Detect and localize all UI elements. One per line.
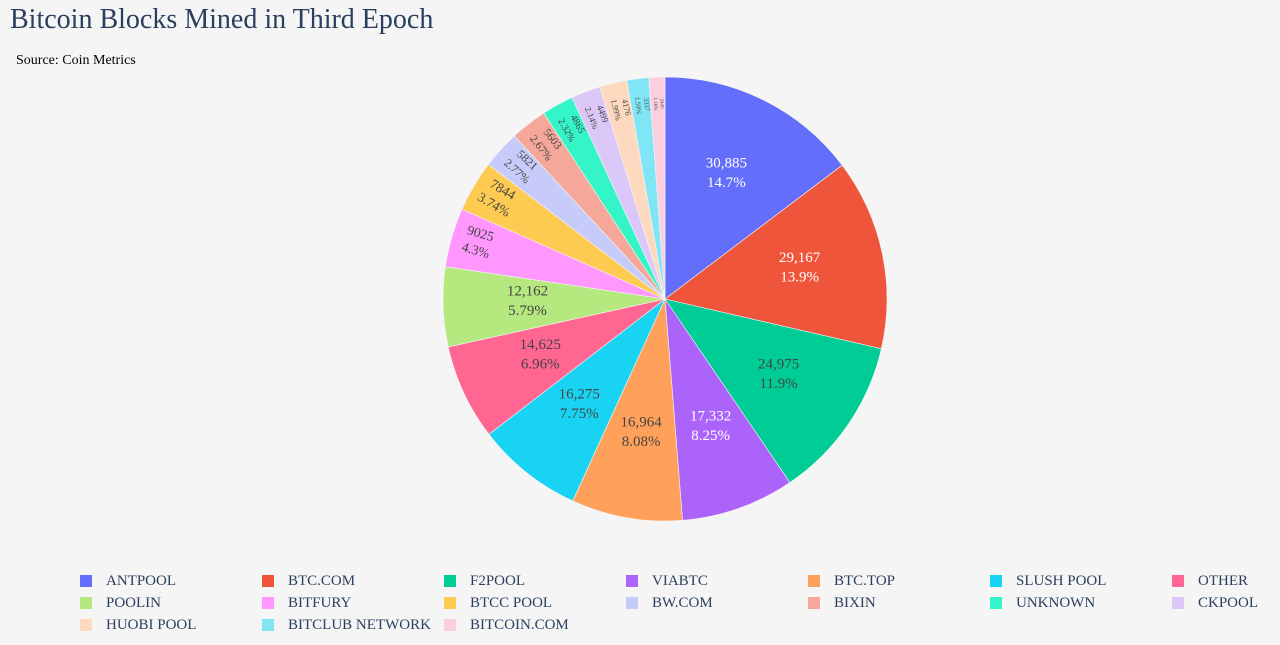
legend-swatch <box>990 597 1002 609</box>
legend-label: UNKNOWN <box>1016 594 1096 611</box>
slice-value-label: 14,625 <box>520 337 561 353</box>
slice-percent-label: 14.7% <box>707 175 746 191</box>
legend-swatch <box>808 597 820 609</box>
slice-label-f2pool: 24,975 11.9% <box>758 356 799 392</box>
legend-swatch <box>444 619 456 631</box>
pie-slice-bitcoin-com[interactable] <box>648 76 666 300</box>
legend-swatch <box>262 575 274 587</box>
slice-label-other: 14,625 6.96% <box>520 337 561 373</box>
legend-label: F2POOL <box>470 572 526 589</box>
legend-swatch <box>262 619 274 631</box>
pie-slice-antpool[interactable] <box>664 76 843 300</box>
legend-swatch <box>80 597 92 609</box>
legend-item-unknown[interactable]: UNKNOWN <box>990 594 1172 612</box>
legend-swatch <box>80 575 92 587</box>
legend-swatch <box>444 597 456 609</box>
legend-label: BITCLUB NETWORK <box>288 616 431 633</box>
legend-swatch <box>1172 597 1184 609</box>
slice-label-poolin: 12,162 5.79% <box>507 284 548 320</box>
legend-swatch <box>990 575 1002 587</box>
legend-swatch <box>80 619 92 631</box>
slice-percent-label: 1.59% <box>633 97 642 115</box>
pie-slice-slush-pool[interactable] <box>488 298 666 502</box>
slice-label-antpool: 30,885 14.7% <box>706 156 747 192</box>
legend-swatch <box>626 575 638 587</box>
chart-title: Bitcoin Blocks Mined in Third Epoch <box>10 4 434 35</box>
legend-item-bw-com[interactable]: BW.COM <box>626 594 808 612</box>
slice-label-btc-top: 16,964 8.08% <box>620 414 662 450</box>
slice-value-label: 4176 <box>620 98 633 116</box>
chart-subtitle: Source: Coin Metrics <box>16 53 136 68</box>
pie-slice-viabtc[interactable] <box>664 297 791 521</box>
legend-item-f2pool[interactable]: F2POOL <box>444 572 626 590</box>
legend-item-btc-top[interactable]: BTC.TOP <box>808 572 990 590</box>
legend-label: BITCOIN.COM <box>470 616 569 633</box>
legend-label: BW.COM <box>652 594 713 611</box>
legend-label: VIABTC <box>652 572 708 589</box>
legend-label: BTC.TOP <box>834 572 895 589</box>
slice-percent-label: 6.96% <box>521 356 560 372</box>
legend-swatch <box>444 575 456 587</box>
slice-percent-label: 5.79% <box>508 303 547 319</box>
legend-item-poolin[interactable]: POOLIN <box>80 594 262 612</box>
legend-item-bixin[interactable]: BIXIN <box>808 594 990 612</box>
legend-item-bitcoin-com[interactable]: BITCOIN.COM <box>444 616 626 634</box>
slice-percent-label: 8.25% <box>691 428 730 444</box>
legend-item-bitfury[interactable]: BITFURY <box>262 594 444 612</box>
pie-chart: 30,885 14.7% 29,167 13.9% 24,975 11.9% 17,332 8… <box>442 76 888 522</box>
legend: ANTPOOL BTC.COM F2POOL VIABTC BTC.TOP SLUSH P… <box>80 572 1270 634</box>
legend-label: BITFURY <box>288 594 352 611</box>
slice-percent-label: 7.75% <box>560 406 599 422</box>
slice-percent-label: 13.9% <box>780 270 819 286</box>
legend-item-ckpool[interactable]: CKPOOL <box>1172 594 1280 612</box>
slice-value-label: 17,332 <box>690 409 731 425</box>
legend-label: BTC.COM <box>288 572 356 589</box>
slice-value-label: 29,167 <box>779 250 821 266</box>
slice-value-label: 24,975 <box>758 356 799 372</box>
legend-label: OTHER <box>1198 572 1248 589</box>
legend-label: POOLIN <box>106 594 161 611</box>
slice-label-slush-pool: 16,275 7.75% <box>559 386 600 422</box>
pie-slice-f2pool[interactable] <box>664 298 882 483</box>
slice-percent-label: 1.16% <box>652 97 657 110</box>
legend-label: CKPOOL <box>1198 594 1259 611</box>
legend-item-other[interactable]: OTHER <box>1172 572 1280 590</box>
slice-percent-label: 11.9% <box>760 376 798 392</box>
legend-label: BTCC POOL <box>470 594 553 611</box>
legend-item-btcc-pool[interactable]: BTCC POOL <box>444 594 626 612</box>
legend-item-huobi-pool[interactable]: HUOBI POOL <box>80 616 262 634</box>
legend-label: SLUSH POOL <box>1016 572 1107 589</box>
legend-label: ANTPOOL <box>106 572 176 589</box>
slice-value-label: 16,275 <box>559 386 600 402</box>
legend-item-slush-pool[interactable]: SLUSH POOL <box>990 572 1172 590</box>
slice-value-label: 16,964 <box>620 414 662 430</box>
slice-value-label: 30,885 <box>706 156 747 172</box>
legend-item-bitclub-network[interactable]: BITCLUB NETWORK <box>262 616 444 634</box>
pie-slice-btc-top[interactable] <box>572 297 683 522</box>
slice-value-label: 12,162 <box>507 284 548 300</box>
legend-item-btc-com[interactable]: BTC.COM <box>262 572 444 590</box>
slice-value-label: 3337 <box>642 97 651 112</box>
legend-swatch <box>808 575 820 587</box>
slice-percent-label: 8.08% <box>622 434 661 450</box>
legend-item-antpool[interactable]: ANTPOOL <box>80 572 262 590</box>
legend-swatch <box>626 597 638 609</box>
slice-value-label: 9025 <box>466 222 496 244</box>
legend-label: BIXIN <box>834 594 876 611</box>
legend-swatch <box>262 597 274 609</box>
slice-percent-label: 4.3% <box>460 239 491 261</box>
legend-swatch <box>1172 575 1184 587</box>
legend-label: HUOBI POOL <box>106 616 197 633</box>
slice-label-viabtc: 17,332 8.25% <box>690 409 731 445</box>
slice-label-btc-com: 29,167 13.9% <box>779 250 821 286</box>
pie-slice-btc-com[interactable] <box>664 164 888 350</box>
slice-value-label: 2445 <box>658 99 663 110</box>
legend-item-viabtc[interactable]: VIABTC <box>626 572 808 590</box>
